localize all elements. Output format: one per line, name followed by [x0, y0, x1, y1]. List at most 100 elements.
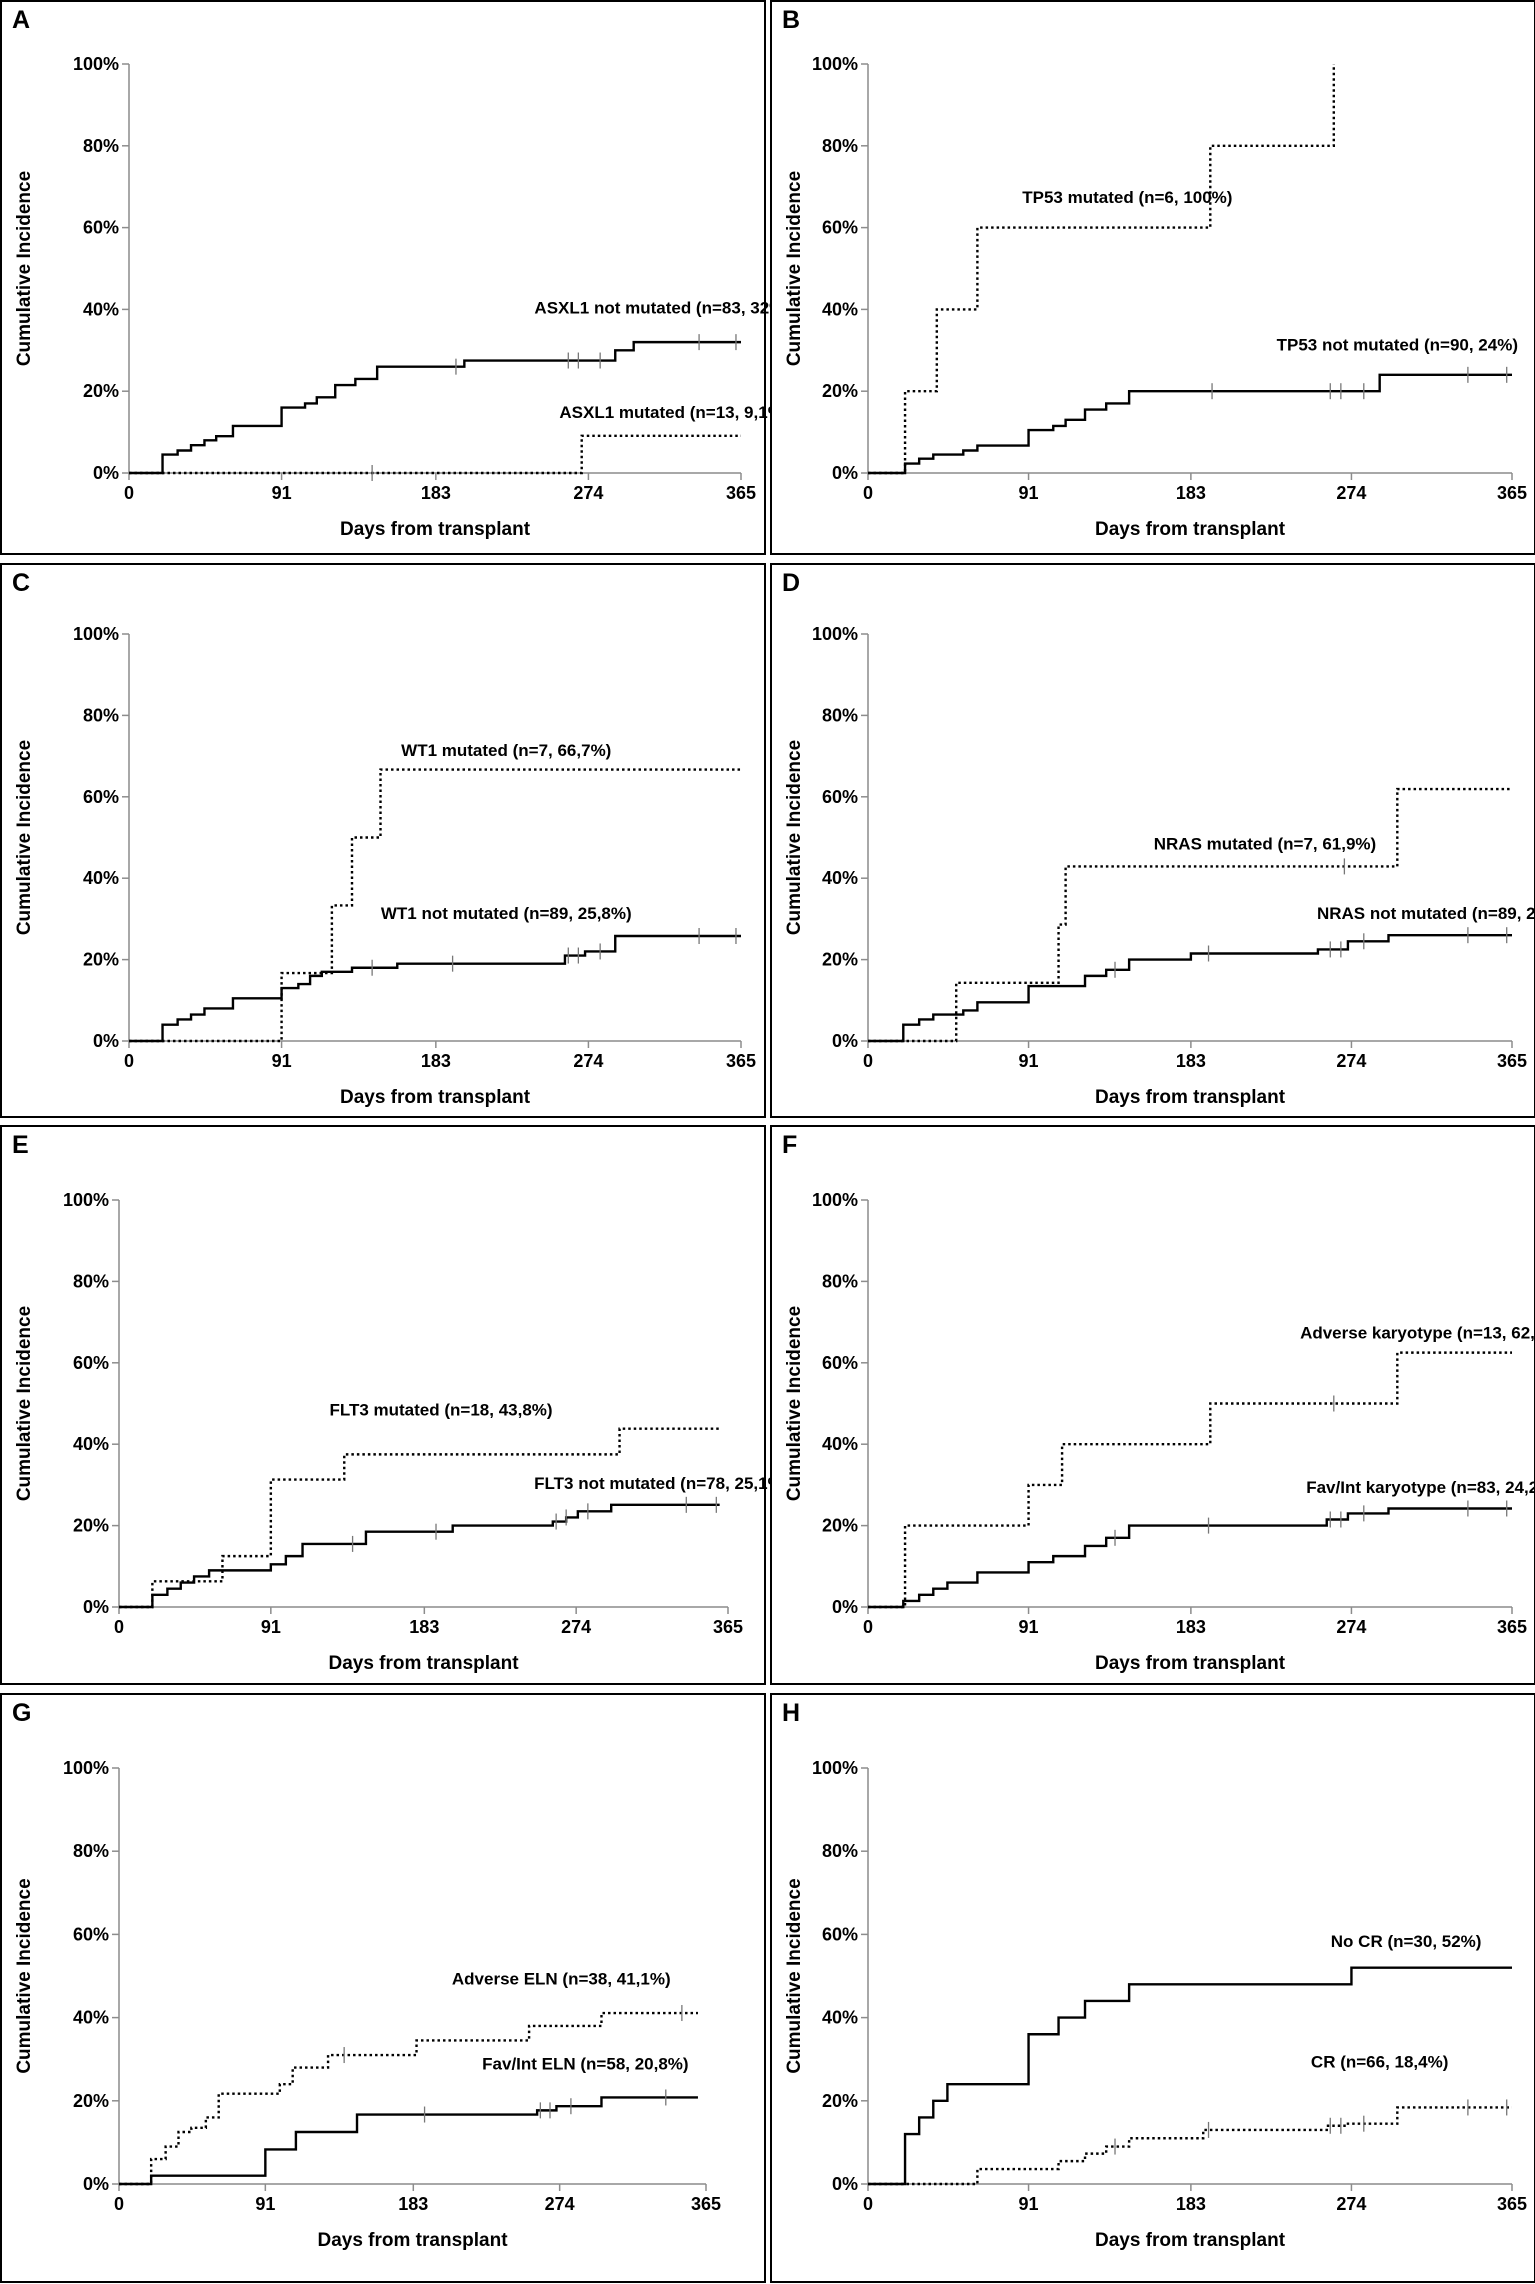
- series-annotation: CR (n=66, 18,4%): [1311, 2053, 1448, 2072]
- x-axis-label: Days from transplant: [1095, 2230, 1286, 2251]
- x-tick-label: 0: [863, 1617, 873, 1637]
- series-line-dotted: [129, 768, 741, 1043]
- series-line-solid: [119, 2096, 698, 2186]
- x-tick-label: 91: [1019, 2194, 1039, 2214]
- chart-c: 0% 20% 40% 60% 80% 100% 0 91 183 274 365 Days from …: [14, 624, 756, 1108]
- series-annotation: WT1 not mutated (n=89, 25,8%): [381, 904, 632, 923]
- y-tick-label: 80%: [822, 136, 858, 156]
- series-line-dotted: [868, 1351, 1512, 1609]
- y-axis-label: Cumulative Incidence: [14, 171, 35, 366]
- panel-a: A 0% 20% 40% 60% 80% 100% 0 91 183 274 365 Days from…: [0, 0, 790, 555]
- panel-label: E: [12, 1131, 29, 1159]
- y-tick-label: 60%: [822, 1353, 858, 1373]
- y-tick-label: 60%: [73, 1353, 109, 1373]
- y-tick-label: 0%: [93, 463, 119, 483]
- x-tick-label: 274: [1336, 483, 1366, 503]
- y-tick-label: 60%: [83, 218, 119, 238]
- panel-label: F: [782, 1131, 798, 1159]
- panel-f: F 0% 20% 40% 60% 80% 100% 0 91 183 274 365 Days from…: [770, 1125, 1535, 1685]
- chart-e: 0% 20% 40% 60% 80% 100% 0 91 183 274 365 Days from …: [14, 1190, 788, 1674]
- x-axis-label: Days from transplant: [340, 1087, 531, 1108]
- panel-label: G: [12, 1699, 32, 1727]
- y-tick-label: 40%: [83, 299, 119, 319]
- y-tick-label: 20%: [73, 2091, 109, 2111]
- y-tick-label: 80%: [73, 1841, 109, 1861]
- series-line-dotted: [868, 64, 1335, 475]
- y-tick-label: 20%: [822, 381, 858, 401]
- y-tick-label: 0%: [832, 1597, 858, 1617]
- series-line-solid: [129, 340, 741, 475]
- x-tick-label: 91: [255, 2194, 275, 2214]
- x-tick-label: 0: [124, 1051, 134, 1071]
- series-annotation: No CR (n=30, 52%): [1331, 1932, 1482, 1951]
- series-annotation: TP53 not mutated (n=90, 24%): [1277, 335, 1518, 354]
- x-tick-label: 274: [1336, 1051, 1366, 1071]
- x-axis-label: Days from transplant: [1095, 1653, 1286, 1674]
- x-tick-label: 183: [1176, 1051, 1206, 1071]
- y-axis-label: Cumulative Incidence: [14, 1878, 35, 2073]
- y-tick-label: 20%: [822, 2091, 858, 2111]
- y-tick-label: 80%: [83, 705, 119, 725]
- series-annotation: FLT3 not mutated (n=78, 25,1%): [534, 1474, 788, 1493]
- panel-e: E 0% 20% 40% 60% 80% 100% 0 91 183 274 365 Days from…: [0, 1125, 788, 1685]
- x-tick-label: 183: [1176, 483, 1206, 503]
- y-tick-label: 100%: [812, 624, 858, 644]
- y-tick-label: 80%: [822, 1271, 858, 1291]
- series-line-dotted: [119, 2011, 698, 2186]
- x-tick-label: 183: [409, 1617, 439, 1637]
- y-tick-label: 0%: [83, 1597, 109, 1617]
- x-tick-label: 0: [114, 1617, 124, 1637]
- series-line-solid: [868, 933, 1512, 1043]
- y-tick-label: 20%: [83, 950, 119, 970]
- y-tick-label: 100%: [73, 54, 119, 74]
- x-tick-label: 274: [573, 483, 603, 503]
- y-tick-label: 60%: [822, 787, 858, 807]
- chart-f: 0% 20% 40% 60% 80% 100% 0 91 183 274 365 Days from …: [784, 1190, 1535, 1674]
- y-tick-label: 0%: [832, 2174, 858, 2194]
- x-tick-label: 91: [1019, 1051, 1039, 1071]
- series-annotation: NRAS not mutated (n=89, 26%): [1317, 904, 1535, 923]
- x-axis-label: Days from transplant: [317, 2230, 508, 2251]
- x-tick-label: 365: [1497, 1051, 1527, 1071]
- x-tick-label: 274: [561, 1617, 591, 1637]
- x-tick-label: 274: [573, 1051, 603, 1071]
- panel-label: A: [12, 6, 31, 34]
- y-tick-label: 0%: [832, 1031, 858, 1051]
- y-tick-label: 100%: [63, 1758, 109, 1778]
- y-tick-label: 40%: [73, 2008, 109, 2028]
- x-tick-label: 91: [261, 1617, 281, 1637]
- y-tick-label: 40%: [822, 2008, 858, 2028]
- x-tick-label: 183: [421, 483, 451, 503]
- panel-label: B: [782, 6, 801, 34]
- y-tick-label: 60%: [83, 787, 119, 807]
- y-tick-label: 100%: [73, 624, 119, 644]
- series-line-dotted: [868, 2106, 1512, 2186]
- x-tick-label: 365: [726, 1051, 756, 1071]
- y-tick-label: 80%: [73, 1271, 109, 1291]
- x-tick-label: 183: [1176, 1617, 1206, 1637]
- series-annotation: ASXL1 not mutated (n=83, 32%): [534, 298, 790, 317]
- x-axis-label: Days from transplant: [340, 519, 531, 540]
- x-tick-label: 0: [124, 483, 134, 503]
- y-tick-label: 40%: [822, 1434, 858, 1454]
- y-tick-label: 80%: [822, 1841, 858, 1861]
- series-annotation: ASXL1 mutated (n=13, 9,1%): [559, 403, 788, 422]
- panel-d: D 0% 20% 40% 60% 80% 100% 0 91 183 274 365 Days from…: [770, 563, 1535, 1118]
- series-line-solid: [119, 1503, 720, 1609]
- chart-d: 0% 20% 40% 60% 80% 100% 0 91 183 274 365 Days from …: [784, 624, 1535, 1108]
- x-tick-label: 274: [545, 2194, 575, 2214]
- x-axis-label: Days from transplant: [1095, 519, 1286, 540]
- x-tick-label: 365: [726, 483, 756, 503]
- series-annotation: FLT3 mutated (n=18, 43,8%): [329, 1401, 552, 1420]
- y-tick-label: 60%: [822, 1924, 858, 1944]
- y-tick-label: 100%: [812, 1758, 858, 1778]
- series-annotation: Fav/Int karyotype (n=83, 24,2%): [1306, 1478, 1535, 1497]
- x-tick-label: 0: [863, 1051, 873, 1071]
- series-annotation: Fav/Int ELN (n=58, 20,8%): [482, 2055, 688, 2074]
- chart-a: 0% 20% 40% 60% 80% 100% 0 91 183 274 365 Days from …: [14, 54, 790, 540]
- y-tick-label: 20%: [822, 1516, 858, 1536]
- panel-g: G 0% 20% 40% 60% 80% 100% 0 91 183 274 365 Days from…: [0, 1693, 766, 2283]
- x-tick-label: 365: [713, 1617, 743, 1637]
- y-axis-label: Cumulative Incidence: [784, 740, 805, 935]
- y-axis-label: Cumulative Incidence: [14, 1306, 35, 1501]
